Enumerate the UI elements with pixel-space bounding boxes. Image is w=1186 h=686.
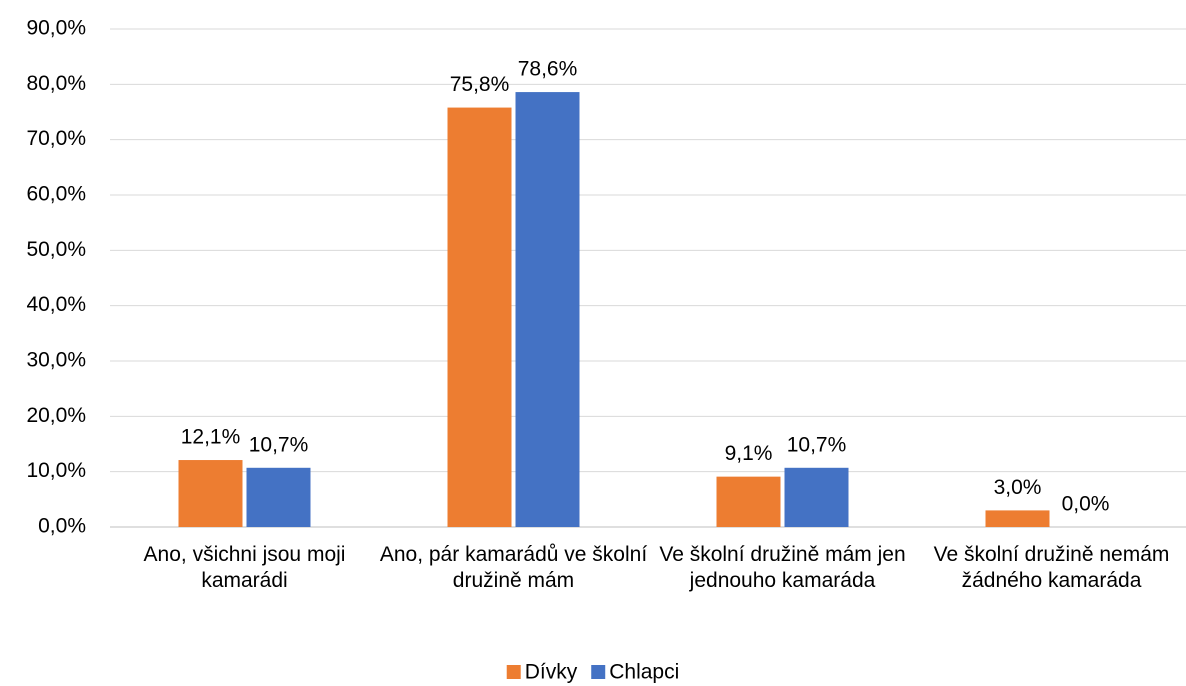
data-label: 0,0% xyxy=(1062,493,1110,516)
y-tick-label: 50,0% xyxy=(26,238,86,261)
bar xyxy=(447,107,512,527)
data-label: 78,6% xyxy=(518,58,578,81)
bar xyxy=(246,467,311,527)
bar xyxy=(985,510,1050,527)
data-label: 10,7% xyxy=(787,433,847,456)
data-label: 75,8% xyxy=(450,73,510,96)
x-tick-label: Ano, pár kamarádů ve školní družině mám xyxy=(379,543,648,592)
bar xyxy=(515,92,580,527)
bar xyxy=(716,476,781,527)
y-tick-label: 70,0% xyxy=(26,127,86,150)
x-tick-label: Ve školní družině nemám žádného kamaráda xyxy=(933,543,1170,592)
data-label: 3,0% xyxy=(994,476,1042,499)
y-tick-label: 60,0% xyxy=(26,183,86,206)
legend-label: Chlapci xyxy=(609,661,679,684)
y-tick-label: 40,0% xyxy=(26,293,86,316)
y-tick-label: 0,0% xyxy=(38,515,86,538)
y-tick-label: 80,0% xyxy=(26,72,86,95)
y-tick-label: 90,0% xyxy=(26,17,86,40)
data-label: 9,1% xyxy=(725,442,773,465)
bar xyxy=(178,460,243,527)
y-tick-label: 10,0% xyxy=(26,459,86,482)
data-label: 12,1% xyxy=(181,426,241,449)
y-tick-label: 30,0% xyxy=(26,349,86,372)
bar xyxy=(784,467,849,527)
legend-swatch xyxy=(591,665,606,679)
x-tick-label: Ano, všichni jsou moji kamarádi xyxy=(143,543,346,592)
legend-swatch xyxy=(506,665,521,679)
x-tick-label: Ve školní družině mám jen jednouho kamar… xyxy=(659,543,906,592)
y-tick-label: 20,0% xyxy=(26,404,86,427)
legend-label: Dívky xyxy=(525,661,578,684)
data-label: 10,7% xyxy=(249,433,309,456)
